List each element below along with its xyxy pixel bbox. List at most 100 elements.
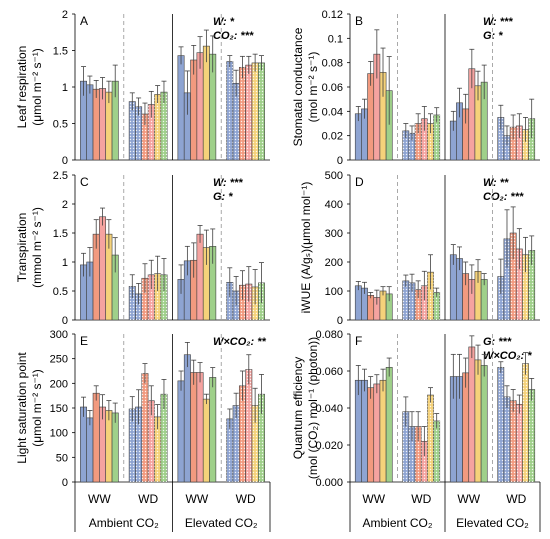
group-label: WD [138, 492, 158, 506]
y-tick-label: 2 [62, 199, 68, 211]
y-axis-label: (mmol m⁻² s⁻¹) [30, 207, 44, 288]
y-tick-label: 200 [50, 378, 68, 390]
bar-hatch [154, 94, 161, 160]
stats-annotation: G: * [213, 191, 233, 203]
bar-hatch [245, 369, 252, 482]
y-tick-label: 0 [62, 315, 68, 327]
bar [202, 45, 210, 161]
panel-letter: A [80, 14, 88, 28]
bar [468, 346, 476, 483]
y-axis-label: iWUE (A/gₛ)(μmol mol⁻¹) [299, 182, 313, 314]
panel-letter: C [80, 175, 89, 189]
bar [177, 55, 185, 161]
bar-hatch [503, 396, 511, 482]
y-tick-label: 0.040 [315, 403, 343, 415]
x-category-block: WW WD WW WD Ambient CO₂ Elevated CO₂ [349, 482, 541, 532]
bar-hatch [415, 123, 422, 160]
y-axis-label: (μmol m⁻² s⁻¹) [30, 369, 44, 447]
bar-hatch [408, 282, 416, 320]
y-tick-label: 0.000 [315, 477, 343, 489]
bar-hatch [258, 62, 265, 160]
y-tick-label: 0 [337, 155, 343, 167]
stats-annotation: W: *** [483, 16, 513, 28]
stats-annotation: W: *** [213, 177, 243, 189]
bar-hatch [239, 67, 246, 160]
stats-annotation: G: * [483, 30, 503, 42]
stats-annotation: CO₂: *** [483, 191, 524, 203]
y-tick-label: 1.5 [53, 228, 68, 240]
bar-hatch [239, 385, 246, 482]
condition-label: Ambient CO₂ [89, 516, 159, 530]
bar [462, 372, 470, 483]
bar-hatch [427, 123, 434, 160]
bar [209, 377, 217, 483]
y-tick-label: 0.04 [322, 106, 343, 118]
bar [367, 73, 375, 161]
bar-hatch [503, 238, 511, 320]
bar-hatch [503, 135, 511, 160]
condition-label: Ambient CO₂ [362, 516, 432, 530]
y-tick-label: 0.08 [322, 58, 343, 70]
y-axis-label: Stomatal conductance [291, 27, 305, 146]
bar-hatch [516, 404, 523, 482]
bar [92, 392, 100, 483]
bar [111, 412, 119, 483]
y-tick-label: 100 [50, 428, 68, 440]
group-label: WD [506, 492, 526, 506]
y-axis-label: (μmol m⁻² s⁻¹) [30, 48, 44, 126]
y-tick-label: 0.02 [322, 131, 343, 143]
panel-letter: D [355, 175, 364, 189]
bar [86, 417, 94, 483]
bar [480, 365, 488, 483]
bar [379, 379, 387, 483]
stats-annotation: G: *** [483, 336, 512, 348]
y-axis-label: (mol m⁻² s⁻¹) [306, 52, 320, 123]
bar-hatch [160, 274, 168, 320]
y-tick-label: 0.060 [315, 366, 343, 378]
bar [367, 387, 375, 483]
bar-hatch [415, 289, 422, 320]
y-tick-label: 300 [50, 329, 68, 341]
bar-hatch [408, 133, 416, 160]
bar-hatch [433, 420, 440, 482]
stats-annotation: W: * [213, 16, 235, 28]
bar [373, 383, 381, 483]
bar-hatch [129, 101, 136, 160]
y-axis-label: Transpiration [15, 213, 29, 283]
bar-hatch [421, 118, 428, 160]
bar-hatch [135, 106, 142, 160]
bar-hatch [245, 65, 252, 160]
bar-hatch [160, 92, 168, 160]
bar-hatch [402, 280, 409, 320]
bar [196, 372, 204, 483]
stats-annotation: W: ** [483, 177, 509, 189]
y-tick-label: 1.5 [53, 46, 68, 58]
bar [385, 366, 393, 483]
y-tick-label: 0.5 [53, 119, 68, 131]
panel-d: 0 100 200 300 400 500 D W: ** CO₂: *** iWUE (A/gₛ… [299, 170, 540, 327]
bar [474, 359, 482, 483]
bar [105, 410, 113, 483]
bar-hatch [497, 276, 504, 320]
y-tick-label: 150 [50, 403, 68, 415]
bar-hatch [402, 411, 409, 482]
y-tick-label: 0.5 [53, 286, 68, 298]
bar-hatch [154, 273, 161, 320]
bar-hatch [129, 408, 136, 482]
bar-hatch [510, 127, 517, 160]
bar [354, 285, 362, 321]
bar [361, 379, 368, 483]
y-tick-label: 0.1 [328, 33, 343, 45]
bar-hatch [522, 254, 529, 320]
bar [190, 372, 198, 483]
bar-hatch [239, 285, 246, 320]
y-tick-label: 400 [325, 199, 343, 211]
y-tick-label: 1 [62, 257, 68, 269]
x-category-block: WW WD WW WD Ambient CO₂ Elevated CO₂ [74, 482, 271, 532]
y-tick-label: 50 [56, 452, 68, 464]
bar-hatch [421, 441, 428, 482]
bar-hatch [522, 363, 529, 482]
bar-hatch [427, 395, 434, 482]
bar-hatch [226, 282, 233, 320]
